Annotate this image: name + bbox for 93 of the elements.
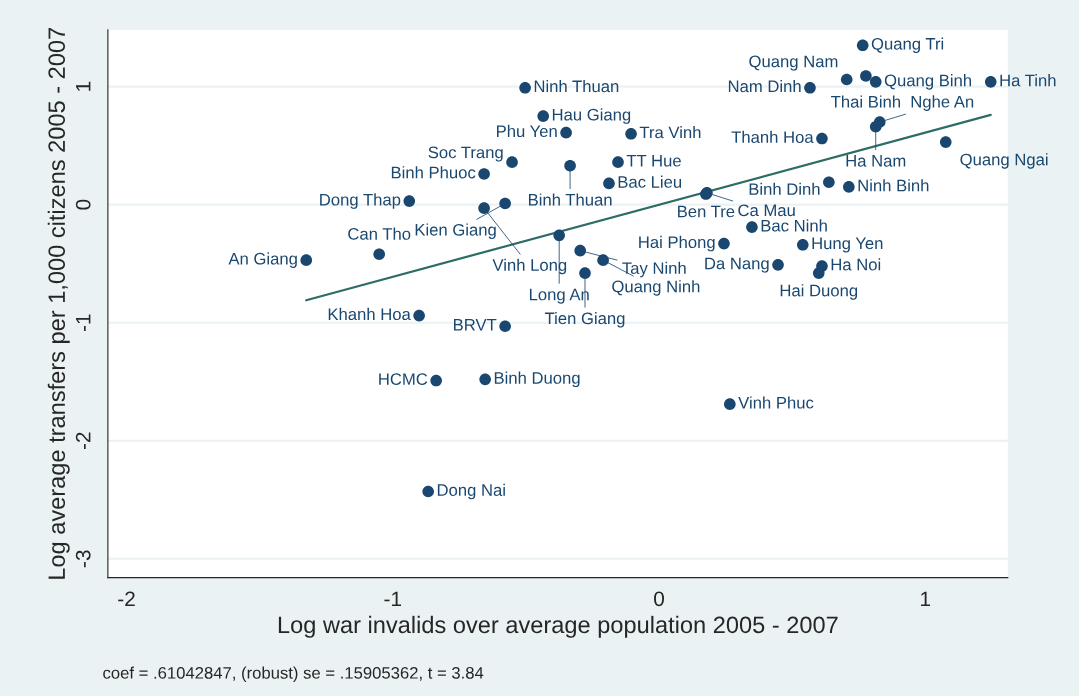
point [300, 254, 313, 266]
x-tick-label: 1 [921, 591, 931, 606]
point [816, 132, 828, 145]
point [479, 373, 491, 386]
point [574, 244, 587, 257]
point [796, 238, 809, 251]
annotation: Bac Lieu [618, 175, 682, 188]
annotation: Ca Mau [738, 204, 795, 217]
point [804, 81, 816, 94]
annotation: Khanh Hoa [328, 307, 411, 321]
annotation: TT Hue [626, 154, 681, 167]
point [537, 110, 550, 122]
point [843, 181, 855, 193]
annotation: Hau Giang [552, 108, 631, 124]
point [869, 120, 882, 133]
point [499, 197, 511, 210]
point [519, 81, 531, 94]
annotation: Soc Trang [428, 146, 503, 162]
point [612, 156, 624, 168]
y-tick-label: -1 [76, 314, 91, 332]
point [718, 237, 730, 250]
annotation: Binh Dinh [749, 182, 820, 195]
point [422, 485, 434, 498]
annotation: Quang Binh [884, 74, 972, 90]
annotation: Binh Duong [494, 371, 580, 388]
annotation: Quang Ngai [960, 153, 1048, 169]
x-tick-label: -1 [384, 591, 402, 606]
point [724, 398, 736, 410]
annotation: Ninh Thuan [534, 80, 619, 93]
point [373, 248, 386, 261]
annotation: Binh Thuan [528, 193, 612, 206]
point [403, 195, 416, 207]
point [413, 309, 425, 322]
text: coef = .61042847, (robust) se = .15905362, t = 3.84 [103, 666, 484, 683]
point [860, 70, 872, 82]
point [430, 374, 442, 387]
annotation: Da Nang [705, 257, 769, 273]
point [553, 229, 565, 242]
annotation: BRVT [454, 319, 497, 331]
annotation: Ben Tre [678, 205, 735, 218]
annotation: An Giang [228, 252, 297, 268]
annotation: Vinh Phuc [738, 396, 814, 409]
annotation: Hung Yen [812, 237, 883, 253]
point [869, 76, 882, 88]
annotation: Nam Dinh [728, 80, 801, 93]
point [823, 176, 835, 189]
y-tick-label: -3 [75, 550, 91, 568]
point [506, 156, 518, 168]
annotation: Quang Nam [749, 55, 838, 71]
y-tick-label: 1 [76, 81, 91, 91]
annotation: Dong Nai [437, 483, 505, 500]
y-tick-label: -2 [75, 432, 91, 450]
annotation: Hai Duong [780, 284, 858, 300]
annotation: Long An [529, 288, 589, 304]
annotation: Can Tho [348, 227, 411, 240]
annotation: Quang Ninh [612, 280, 700, 296]
annotation: Tra Vinh [639, 126, 701, 139]
annotation: HCMC [379, 373, 428, 386]
point [746, 221, 758, 233]
annotation: Phu Yen [497, 124, 557, 138]
annotation: Ha Tinh [1000, 74, 1056, 87]
annotation: Tien Giang [544, 312, 625, 328]
annotation: Quang Tri [871, 37, 944, 54]
point [856, 39, 869, 52]
point [840, 73, 853, 86]
annotation: Binh Phuoc [391, 166, 476, 179]
annotation: Kien Giang [415, 223, 496, 240]
annotation: Ha Noi [831, 258, 881, 271]
annotation: Ha Nam [846, 155, 906, 167]
annotation: Nghe An [911, 95, 974, 111]
point [603, 177, 615, 190]
point [939, 136, 952, 148]
annotation: Ninh Binh [858, 179, 929, 192]
x-tick-label: 0 [654, 591, 664, 607]
annotation: Tay Ninh [622, 261, 686, 278]
point [812, 267, 825, 279]
x-tick-label: -2 [118, 591, 135, 606]
point [579, 267, 591, 279]
annotation: Thai Binh [831, 95, 901, 108]
point [772, 259, 784, 271]
annotation: Bac Ninh [761, 219, 827, 232]
point [560, 126, 572, 139]
annotation: Thanh Hoa [731, 130, 814, 144]
point [478, 168, 490, 180]
point [625, 128, 637, 140]
x-axis-title: Log war invalids over average population 2005 - 2007 [278, 615, 838, 638]
point [984, 76, 997, 88]
annotation: Dong Thap [320, 193, 401, 209]
y-axis-title: Log average transfers per 1,000 citizens 2005 - 2007 [47, 28, 70, 579]
y-tick-label: 0 [75, 199, 91, 210]
annotation: Hai Phong [639, 235, 715, 252]
point [564, 159, 576, 172]
point [499, 320, 511, 333]
